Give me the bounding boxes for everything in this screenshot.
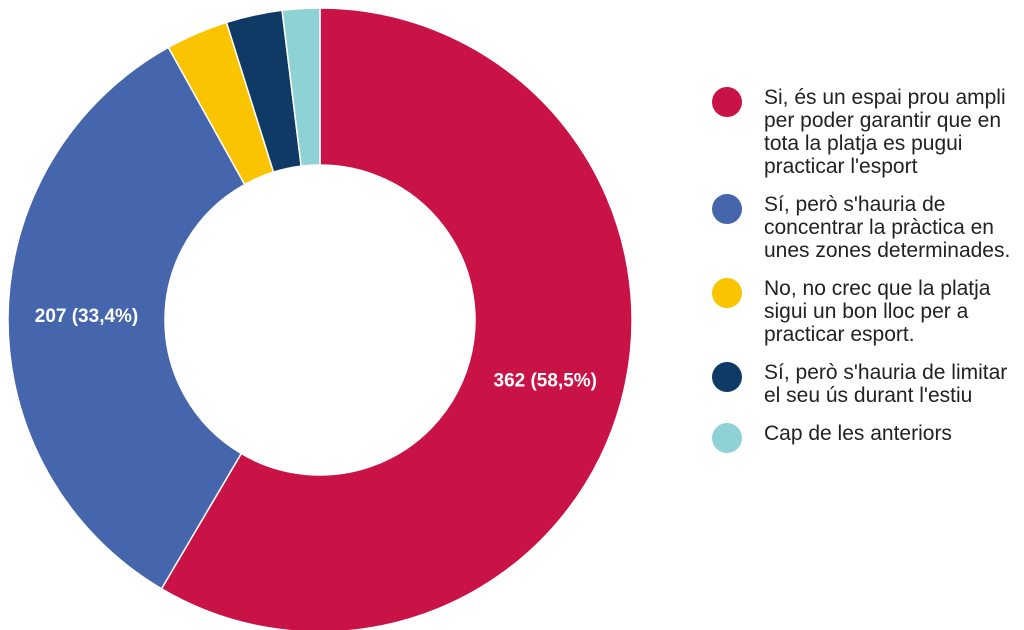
legend-item: Sí, però s'hauria de limitar el seu ús d… xyxy=(712,361,1017,407)
slice xyxy=(281,7,321,167)
legend-swatch xyxy=(712,423,742,453)
legend-item: Cap de les anteriors xyxy=(712,422,1017,453)
legend-swatch xyxy=(712,278,742,308)
legend-swatch xyxy=(712,87,742,117)
legend-item: Sí, però s'hauria de concentrar la pràct… xyxy=(712,193,1017,262)
legend-label: Si, és un espai prou ampli per poder gar… xyxy=(764,86,1006,178)
slice xyxy=(7,46,246,590)
slice-label: 207 (33,4%) xyxy=(35,306,139,327)
legend-item: Si, és un espai prou ampli per poder gar… xyxy=(712,86,1017,178)
legend: Si, és un espai prou ampli per poder gar… xyxy=(712,86,1017,468)
donut: 362 (58,5%) 207 (33,4%) xyxy=(7,7,633,630)
legend-swatch xyxy=(712,362,742,392)
slice-label: 362 (58,5%) xyxy=(494,370,598,391)
slice xyxy=(160,7,633,630)
legend-label: Cap de les anteriors xyxy=(764,422,952,445)
legend-item: No, no crec que la platja sigui un bon l… xyxy=(712,277,1017,346)
legend-swatch xyxy=(712,194,742,224)
legend-label: Sí, però s'hauria de concentrar la pràct… xyxy=(764,193,1011,262)
legend-label: No, no crec que la platja sigui un bon l… xyxy=(764,277,991,346)
legend-label: Sí, però s'hauria de limitar el seu ús d… xyxy=(764,361,1008,407)
